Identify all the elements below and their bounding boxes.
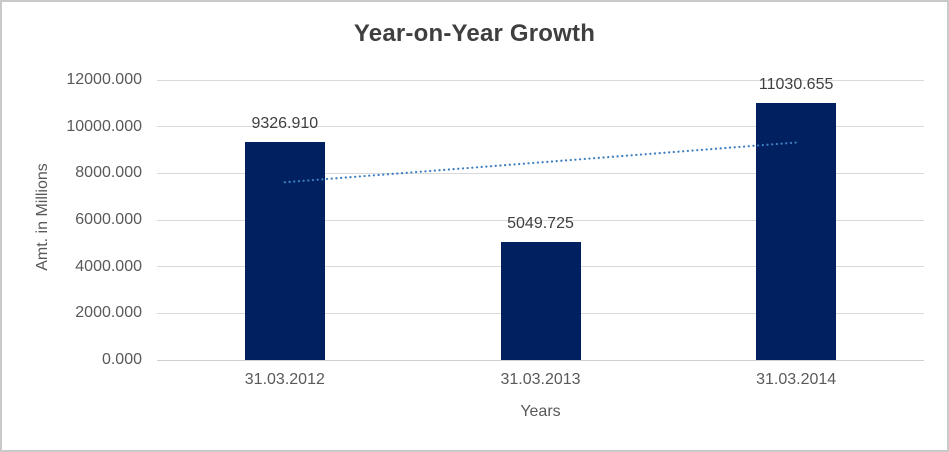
x-tick-label: 31.03.2013 — [500, 371, 581, 388]
bar — [244, 142, 325, 360]
x-axis-title: Years — [520, 403, 561, 420]
bar-value-label: 9326.910 — [251, 115, 319, 133]
chart-title: Year-on-Year Growth — [353, 20, 596, 47]
gridline — [157, 79, 924, 81]
gridline — [157, 219, 924, 221]
y-tick-label: 2000.000 — [75, 304, 142, 322]
y-tick-label: 10000.000 — [66, 117, 142, 135]
plot-area: 9326.910 5049.725 11030.655 — [157, 75, 924, 361]
y-tick-label: 12000.000 — [66, 71, 142, 88]
y-tick-label: 8000.000 — [75, 164, 142, 182]
trendline-path — [283, 141, 798, 184]
bar-value-label: 5049.725 — [507, 215, 574, 233]
y-tick-label: 6000.000 — [75, 211, 142, 228]
gridline — [157, 172, 924, 174]
x-tick-label: 31.03.2014 — [756, 371, 837, 388]
x-axis-line — [157, 359, 924, 361]
y-tick-label: 0.000 — [101, 351, 142, 368]
bar — [756, 102, 837, 360]
x-tick-label: 31.03.2012 — [244, 371, 325, 388]
bar-value-label: 11030.655 — [758, 75, 834, 93]
y-tick-label: 4000.000 — [75, 257, 142, 275]
trendline — [283, 141, 798, 184]
bar — [500, 242, 581, 360]
gridline — [157, 126, 924, 128]
